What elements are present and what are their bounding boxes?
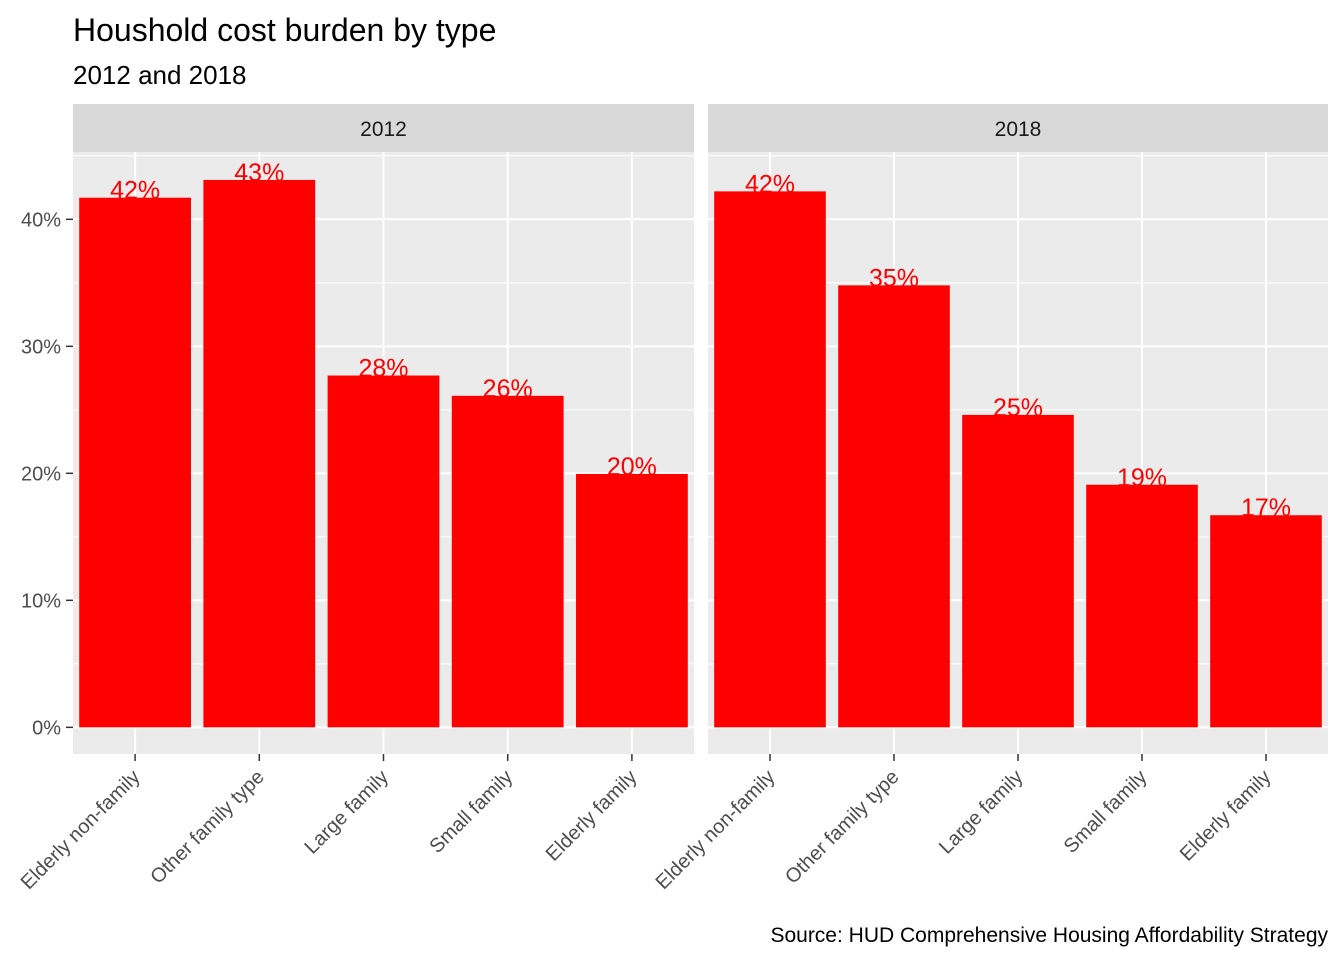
bar [203, 179, 316, 728]
bar-label: 35% [869, 264, 919, 292]
y-tick-label: 10% [21, 590, 61, 612]
y-tick-label: 0% [32, 717, 61, 739]
bar-label: 42% [110, 177, 160, 205]
y-tick-label: 30% [21, 336, 61, 358]
bar [838, 285, 950, 728]
strip-label: 2012 [360, 118, 407, 141]
strip-label: 2018 [995, 118, 1042, 141]
bar-label: 28% [358, 355, 408, 383]
bar-label: 19% [1117, 464, 1167, 492]
bar [79, 197, 191, 728]
bar-label: 42% [745, 170, 795, 198]
bar-label: 26% [483, 375, 533, 403]
chart-caption: Source: HUD Comprehensive Housing Afford… [770, 924, 1328, 947]
bar-label: 25% [993, 394, 1043, 422]
y-tick-label: 40% [21, 209, 61, 231]
bar [1210, 515, 1322, 728]
bar [576, 473, 688, 728]
bar [451, 395, 564, 728]
bar [714, 191, 826, 728]
bar-label: 20% [607, 453, 657, 481]
chart-title: Houshold cost burden by type [73, 12, 496, 48]
bar-label: 17% [1241, 494, 1291, 522]
bar [1086, 484, 1198, 728]
chart-subtitle: 2012 and 2018 [73, 60, 247, 90]
bar [962, 414, 1074, 728]
strip-background [73, 104, 694, 152]
y-tick-label: 20% [21, 463, 61, 485]
bar-label: 43% [234, 159, 284, 187]
bar [327, 375, 440, 728]
strip-background [708, 104, 1328, 152]
